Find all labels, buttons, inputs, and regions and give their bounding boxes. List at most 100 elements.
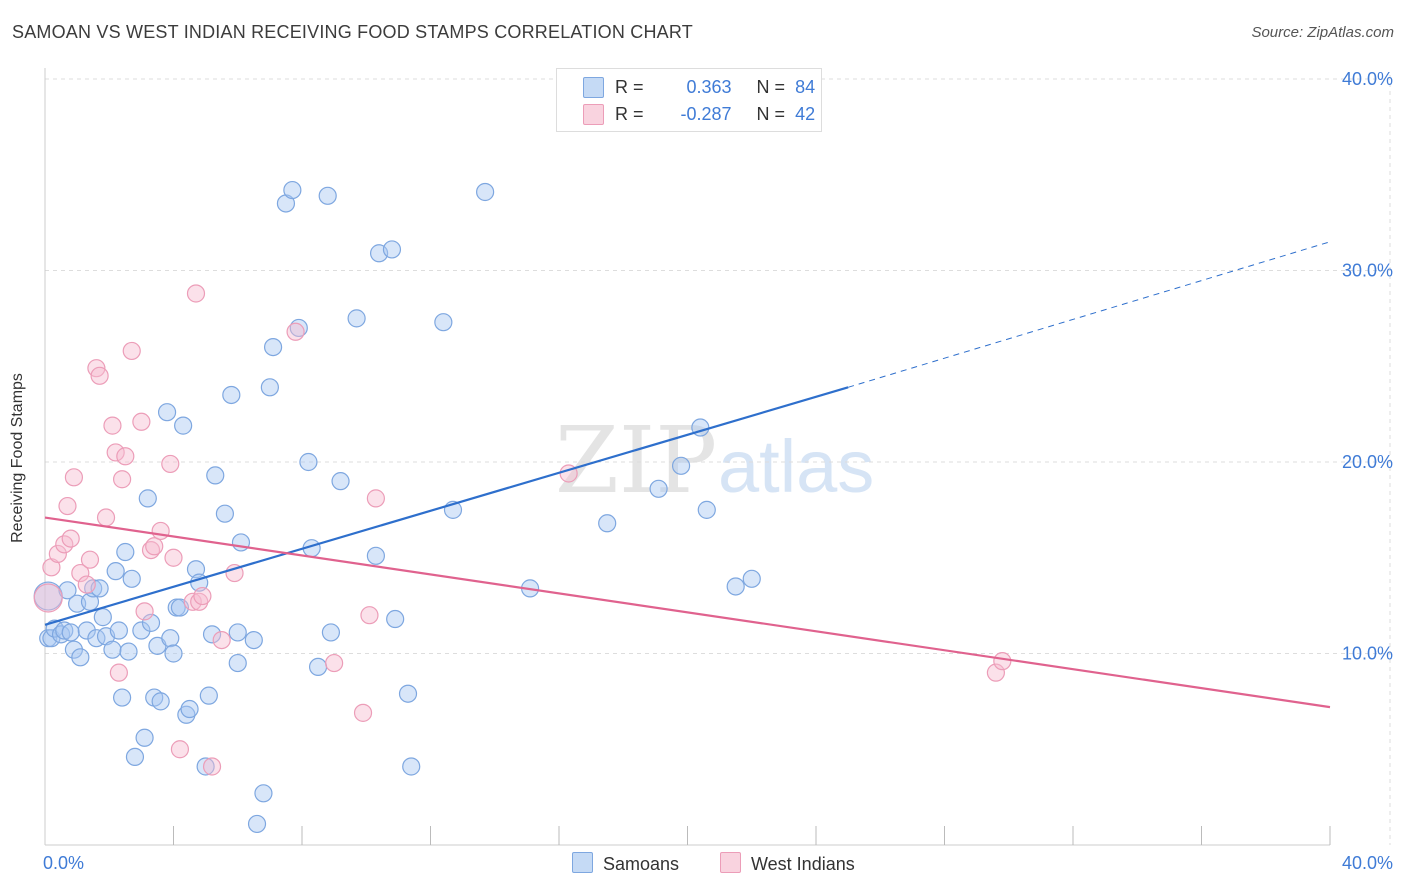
samoan-point [215,504,234,523]
west-indian-point [122,341,141,361]
samoans-trend-line [44,386,849,626]
legend-r-value-samoans: 0.363 [686,77,732,97]
samoan-point [398,684,418,703]
bottom-west-indians-swatch [720,852,741,873]
west-indian-point [33,583,63,613]
west-indian-point [116,447,135,466]
west-indian-point [202,757,222,776]
west-indian-point [61,529,80,548]
samoan-point [260,378,279,397]
y-tick-label-20: 20.0% [1342,452,1393,472]
samoan-point [61,623,80,642]
samoan-point [141,613,161,632]
samoan-point [132,621,151,640]
samoan-point [164,644,183,663]
samoan-point [742,569,761,588]
bottom-legend-west-indians: West Indians [720,852,855,875]
samoan-point [177,705,196,724]
west-indian-point [64,468,84,487]
samoan-point [116,542,135,562]
west-indian-point [286,322,305,341]
samoan-point [186,560,206,579]
west-indian-point [80,550,100,569]
samoan-point [402,757,421,776]
samoan-point [151,692,170,711]
samoans-trend-extension [847,241,1331,388]
samoan-point [254,784,273,803]
west-indian-point [103,416,122,435]
y-tick-label-10: 10.0% [1342,644,1393,664]
samoan-point [726,577,745,596]
samoans-swatch [583,77,604,98]
west-indian-point [48,544,67,564]
samoan-point [308,657,328,677]
samoan-point [77,621,96,640]
bottom-samoans-swatch [572,852,593,873]
samoan-point [174,416,193,435]
west-indian-point [151,521,170,541]
samoan-point [196,757,215,776]
legend-r-label-west-indians: R = [615,104,644,124]
legend-n-label-samoans: N = [756,77,786,97]
west-indian-point [71,563,90,583]
samoan-point [382,240,402,259]
samoan-point [649,479,668,498]
west-indian-point [993,652,1012,671]
samoan-point [318,186,337,205]
samoan-point [157,403,177,422]
west-indian-point [132,412,151,431]
samoan-point [138,489,157,508]
samoan-point [161,629,180,648]
samoan-point [119,642,138,661]
y-axis-label: Receiving Food Stamps [9,373,26,543]
west-indian-point [164,548,183,567]
samoan-point [386,609,405,629]
samoan-point [247,814,267,834]
samoan-point [199,686,218,705]
samoan-point [347,309,366,328]
west-indian-point [170,740,190,759]
samoan-point [106,562,125,581]
watermark-zip: ZIP [555,407,717,514]
west-indian-point [183,592,202,611]
west-indian-point [225,563,244,583]
stats-legend: R = 0.363 N = 84 R = -0.287 N = 42 [556,68,822,132]
samoan-point [222,385,241,405]
west-indian-point [96,508,116,527]
legend-r-label-samoans: R = [615,77,644,97]
west-indians-trend-line [44,516,1331,709]
samoan-point [80,592,100,611]
west-indian-point [109,663,128,682]
x-tick-label-40: 40.0% [1342,853,1393,873]
samoan-point [366,546,385,565]
samoan-point [180,699,199,719]
samoan-point [283,180,302,200]
west-indian-point [212,630,231,650]
samoan-point [244,630,263,650]
samoan-point [71,648,90,667]
bottom-legend-samoans: Samoans [572,852,679,875]
west-indian-point [106,443,125,462]
samoan-point [125,747,145,767]
samoan-point [697,500,716,519]
west-indian-point [161,454,180,474]
samoan-point [671,456,691,475]
samoan-point [109,621,128,640]
samoan-point [103,640,122,659]
samoan-point [93,608,112,627]
west-indian-point [366,489,385,508]
west-indian-point [58,496,77,516]
west-indian-point [145,537,164,556]
samoan-point [299,452,318,472]
west-indians-swatch [583,104,604,125]
y-tick-label-30: 30.0% [1342,261,1393,281]
watermark-atlas: atlas [718,425,874,508]
west-indian-point [360,606,379,625]
samoan-point [58,581,77,600]
samoan-point [476,182,495,202]
x-tick-label-0: 0.0% [43,853,84,873]
bottom-samoans-label: Samoans [603,854,680,874]
west-indian-point [186,284,206,303]
west-indian-point [325,653,344,673]
